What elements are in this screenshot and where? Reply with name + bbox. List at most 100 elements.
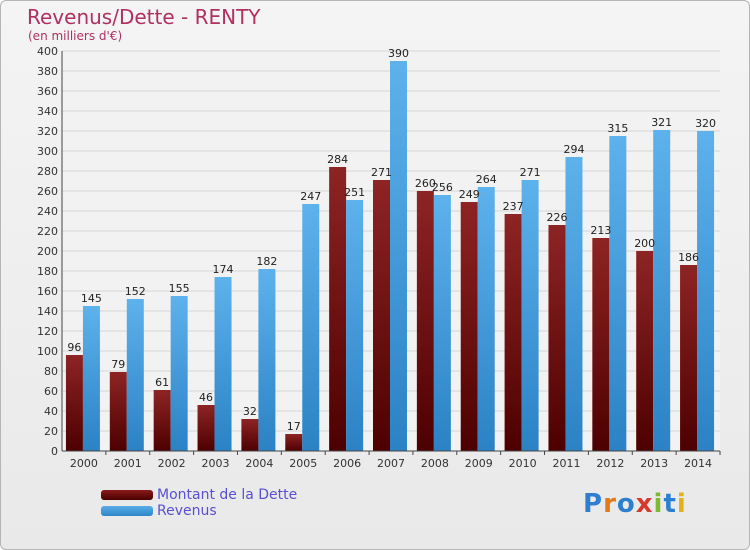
data-label-dette: 271 (371, 166, 392, 179)
data-label-revenus: 174 (213, 263, 234, 276)
x-tick-label: 2008 (421, 457, 449, 470)
x-tick-label: 2005 (289, 457, 317, 470)
x-tick-label: 2001 (114, 457, 142, 470)
legend-item-dette: Montant de la Dette (101, 487, 297, 503)
x-tick-label: 2004 (245, 457, 273, 470)
y-tick-label: 300 (37, 145, 58, 158)
x-tick-label: 2013 (640, 457, 668, 470)
y-tick-label: 60 (44, 385, 58, 398)
x-tick-label: 2012 (596, 457, 624, 470)
x-tick-label: 2009 (465, 457, 493, 470)
bar-revenus (697, 131, 715, 451)
y-tick-label: 200 (37, 245, 58, 258)
data-label-revenus: 321 (651, 116, 672, 129)
x-tick-label: 2014 (684, 457, 712, 470)
y-tick-label: 0 (51, 445, 58, 458)
data-label-revenus: 390 (388, 47, 409, 60)
data-label-revenus: 247 (300, 190, 321, 203)
data-label-revenus: 256 (432, 181, 453, 194)
y-tick-label: 320 (37, 125, 58, 138)
data-label-revenus: 155 (169, 282, 190, 295)
bar-revenus (214, 277, 232, 451)
legend-swatch-revenus (101, 506, 153, 516)
y-tick-label: 120 (37, 325, 58, 338)
bar-dette (373, 180, 390, 451)
x-tick-label: 2006 (333, 457, 361, 470)
legend-swatch-dette (101, 490, 153, 500)
y-tick-label: 40 (44, 405, 58, 418)
bar-dette (548, 225, 566, 451)
bar-revenus (653, 130, 671, 451)
bar-dette (197, 405, 215, 451)
data-label-revenus: 182 (256, 255, 277, 268)
bar-dette (680, 265, 698, 451)
bar-revenus (258, 269, 276, 451)
bar-dette (241, 419, 259, 451)
legend-label-revenus: Revenus (157, 503, 217, 519)
x-tick-label: 2011 (552, 457, 580, 470)
bar-dette (109, 372, 127, 451)
data-label-dette: 61 (155, 376, 169, 389)
data-label-dette: 32 (243, 405, 257, 418)
data-label-revenus: 145 (81, 292, 102, 305)
data-label-dette: 284 (327, 153, 348, 166)
data-label-revenus: 264 (476, 173, 497, 186)
x-tick-label: 2002 (158, 457, 186, 470)
data-label-dette: 79 (111, 358, 125, 371)
chart-title: Revenus/Dette - RENTY (27, 5, 261, 29)
y-tick-label: 400 (37, 45, 58, 58)
bar-revenus (477, 187, 495, 451)
x-tick-label: 2010 (509, 457, 537, 470)
data-label-dette: 186 (678, 251, 699, 264)
data-label-revenus: 294 (563, 143, 584, 156)
data-label-dette: 226 (546, 211, 567, 224)
y-tick-label: 340 (37, 105, 58, 118)
bar-dette (285, 434, 303, 451)
data-label-dette: 96 (67, 341, 81, 354)
bar-dette (153, 390, 171, 451)
data-label-revenus: 315 (607, 122, 628, 135)
x-tick-label: 2007 (377, 457, 405, 470)
data-label-dette: 200 (634, 237, 655, 250)
bar-revenus (346, 200, 364, 451)
y-tick-label: 360 (37, 85, 58, 98)
y-tick-label: 220 (37, 225, 58, 238)
y-tick-label: 100 (37, 345, 58, 358)
bar-revenus (302, 204, 320, 451)
data-label-revenus: 251 (344, 186, 365, 199)
y-tick-label: 180 (37, 265, 58, 278)
bar-revenus (609, 136, 627, 451)
y-tick-label: 80 (44, 365, 58, 378)
data-label-dette: 46 (199, 391, 213, 404)
bar-revenus (433, 195, 451, 451)
legend: Montant de la Dette Revenus (101, 487, 297, 519)
bar-revenus (565, 157, 583, 451)
bar-dette (636, 251, 654, 451)
bar-dette (592, 238, 610, 451)
y-tick-label: 380 (37, 65, 58, 78)
y-tick-label: 20 (44, 425, 58, 438)
bar-dette (65, 355, 83, 451)
bar-revenus (521, 180, 539, 451)
y-tick-label: 160 (37, 285, 58, 298)
data-label-dette: 249 (459, 188, 480, 201)
legend-item-revenus: Revenus (101, 503, 297, 519)
data-label-revenus: 320 (695, 117, 716, 130)
y-tick-label: 280 (37, 165, 58, 178)
data-label-revenus: 271 (520, 166, 541, 179)
data-label-dette: 17 (287, 420, 301, 433)
bar-dette (460, 202, 478, 451)
chart-subtitle: (en milliers d'€) (28, 29, 123, 43)
bar-revenus (82, 306, 100, 451)
bar-dette (416, 191, 434, 451)
y-tick-label: 140 (37, 305, 58, 318)
x-tick-label: 2003 (202, 457, 230, 470)
y-tick-label: 260 (37, 185, 58, 198)
data-label-dette: 213 (590, 224, 611, 237)
x-tick-label: 2000 (70, 457, 98, 470)
bar-revenus (170, 296, 188, 451)
y-tick-label: 240 (37, 205, 58, 218)
bar-revenus (126, 299, 144, 451)
bar-dette (504, 214, 522, 451)
